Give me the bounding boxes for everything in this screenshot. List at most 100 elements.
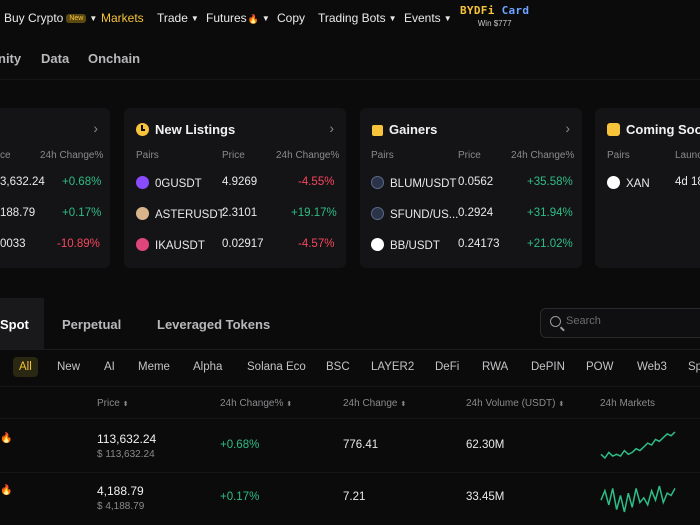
bydfi-card-promo[interactable]: BYDFi Card Win $777 bbox=[460, 4, 529, 28]
new-listings-card: New Listings › bbox=[124, 108, 346, 268]
th-change-pct[interactable]: 24h Change% ⬍ bbox=[220, 398, 293, 409]
row-2-price: 4,188.79 bbox=[97, 484, 144, 498]
promo-title: BYDFi Card bbox=[460, 4, 530, 17]
new-badge: New bbox=[66, 14, 87, 23]
search-box bbox=[540, 308, 700, 338]
gn-row-2-change: +31.94% bbox=[527, 207, 573, 219]
caret-down-icon: ▼ bbox=[190, 14, 199, 23]
nl-row-3-price: 0.02917 bbox=[222, 238, 264, 250]
filter-solana-eco[interactable]: Solana Eco bbox=[247, 361, 306, 373]
promo-subtitle: Win $777 bbox=[477, 19, 512, 28]
nl-row-3-change: -4.57% bbox=[298, 238, 335, 250]
gn-row-3-change: +21.02% bbox=[527, 238, 573, 250]
coin-bb-icon bbox=[371, 238, 384, 251]
gn-row-2-price: 0.2924 bbox=[458, 207, 494, 219]
chevron-right-icon[interactable]: › bbox=[329, 120, 334, 136]
th-volume[interactable]: 24h Volume (USDT) ⬍ bbox=[466, 398, 565, 409]
nav-trading-bots[interactable]: Trading Bots ▼ bbox=[318, 11, 397, 25]
nl-row-1-change: -4.55% bbox=[298, 176, 335, 188]
filter-ai[interactable]: AI bbox=[104, 361, 115, 373]
filter-meme[interactable]: Meme bbox=[138, 361, 170, 373]
coin-aster-icon bbox=[136, 207, 149, 220]
chevron-right-icon[interactable]: › bbox=[565, 120, 570, 136]
row-1-price: 113,632.24 bbox=[97, 432, 157, 446]
tab-spot-highlight bbox=[0, 298, 44, 350]
filter-more[interactable]: Sp bbox=[688, 361, 700, 373]
table-divider bbox=[0, 472, 700, 473]
cs-row-1-pair[interactable]: XAN bbox=[607, 176, 650, 190]
nl-row-2-change: +19.17% bbox=[291, 207, 337, 219]
subnav-onchain[interactable]: Onchain bbox=[88, 51, 141, 66]
tab-spot[interactable]: Spot bbox=[0, 317, 29, 332]
filter-bsc[interactable]: BSC bbox=[326, 361, 350, 373]
nav-futures[interactable]: Futures🔥 ▼ bbox=[206, 11, 270, 25]
subnav-data[interactable]: Data bbox=[41, 51, 70, 66]
filter-web3[interactable]: Web3 bbox=[637, 361, 667, 373]
coin-ika-icon bbox=[136, 238, 149, 251]
filter-defi[interactable]: DeFi bbox=[435, 361, 460, 373]
filter-alpha[interactable]: Alpha bbox=[193, 361, 223, 373]
search-icon bbox=[550, 316, 561, 327]
sort-icon: ⬍ bbox=[286, 401, 293, 408]
filter-rwa[interactable]: RWA bbox=[482, 361, 509, 373]
gainers-card: Gainers › bbox=[360, 108, 582, 268]
table-divider bbox=[0, 418, 700, 419]
nl-col-change: 24h Change% bbox=[276, 150, 340, 161]
nl-row-3-pair[interactable]: IKAUSDT bbox=[136, 238, 205, 252]
tab-perpetual[interactable]: Perpetual bbox=[62, 317, 122, 332]
nav-events[interactable]: Events ▼ bbox=[404, 11, 452, 25]
nl-row-2-price: 2.3101 bbox=[222, 207, 258, 219]
gn-row-3-pair[interactable]: BB/USDT bbox=[371, 238, 440, 252]
sort-icon: ⬍ bbox=[558, 401, 565, 408]
hot-row-3-change: -10.89% bbox=[57, 238, 100, 250]
search-input[interactable] bbox=[566, 315, 696, 327]
nl-col-price: Price bbox=[222, 150, 245, 161]
nl-row-2-pair[interactable]: ASTERUSDT bbox=[136, 207, 225, 221]
sort-icon: ⬍ bbox=[400, 401, 407, 408]
row-2-price-usd: $ 4,188.79 bbox=[97, 501, 145, 512]
fire-icon: 🔥 bbox=[0, 433, 13, 444]
filter-all[interactable]: All bbox=[13, 357, 38, 377]
hot-row-2-price[interactable]: 188.79 bbox=[0, 207, 36, 219]
nav-copy[interactable]: Copy bbox=[277, 11, 306, 25]
th-price[interactable]: Price ⬍ bbox=[97, 398, 129, 409]
hot-row-1-price[interactable]: 3,632.24 bbox=[0, 176, 45, 188]
market-tabs: Spot Perpetual Leveraged Tokens bbox=[0, 298, 700, 350]
th-change[interactable]: 24h Change ⬍ bbox=[343, 398, 407, 409]
hot-col-price: ce bbox=[0, 150, 11, 161]
nav-markets[interactable]: Markets bbox=[101, 11, 144, 25]
new-listings-title[interactable]: New Listings bbox=[136, 122, 235, 137]
sparkline-line bbox=[600, 485, 676, 513]
coin-xan-icon bbox=[607, 176, 620, 189]
hot-col-change: 24h Change% bbox=[40, 150, 104, 161]
filter-new[interactable]: New bbox=[57, 361, 81, 373]
cs-col-pairs: Pairs bbox=[607, 150, 630, 161]
sort-icon: ⬍ bbox=[122, 401, 129, 408]
coin-0g-icon bbox=[136, 176, 149, 189]
caret-down-icon: ▼ bbox=[261, 14, 270, 23]
filter-pow[interactable]: POW bbox=[586, 361, 614, 373]
chevron-right-icon[interactable]: › bbox=[93, 120, 98, 136]
filter-layer2[interactable]: LAYER2 bbox=[371, 361, 415, 373]
gn-col-price: Price bbox=[458, 150, 481, 161]
row-2-change: 7.21 bbox=[343, 491, 366, 503]
filter-depin[interactable]: DePIN bbox=[531, 361, 565, 373]
bar-chart-icon bbox=[372, 125, 383, 136]
nl-row-1-price: 4.9269 bbox=[222, 176, 258, 188]
row-1-change: 776.41 bbox=[343, 439, 379, 451]
hot-row-3-price[interactable]: 0033 bbox=[0, 238, 26, 250]
tab-leveraged-tokens[interactable]: Leveraged Tokens bbox=[157, 317, 271, 332]
nav-buy-crypto[interactable]: Buy Crypto New ▼ bbox=[4, 11, 98, 25]
gn-row-2-pair[interactable]: SFUND/US... bbox=[371, 207, 458, 221]
row-1-price-usd: $ 113,632.24 bbox=[97, 449, 155, 460]
coming-soon-title[interactable]: Coming Soon bbox=[607, 122, 700, 137]
nl-row-1-pair[interactable]: 0GUSDT bbox=[136, 176, 202, 190]
subnav-community[interactable]: nity bbox=[0, 51, 22, 66]
fire-icon: 🔥 bbox=[0, 485, 13, 496]
coin-blum-icon bbox=[371, 176, 384, 189]
th-markets: 24h Markets bbox=[600, 398, 656, 409]
gn-row-1-pair[interactable]: BLUM/USDT bbox=[371, 176, 456, 190]
row-2-sparkline bbox=[600, 485, 676, 513]
nav-trade[interactable]: Trade ▼ bbox=[157, 11, 199, 25]
gainers-title[interactable]: Gainers bbox=[372, 122, 437, 137]
